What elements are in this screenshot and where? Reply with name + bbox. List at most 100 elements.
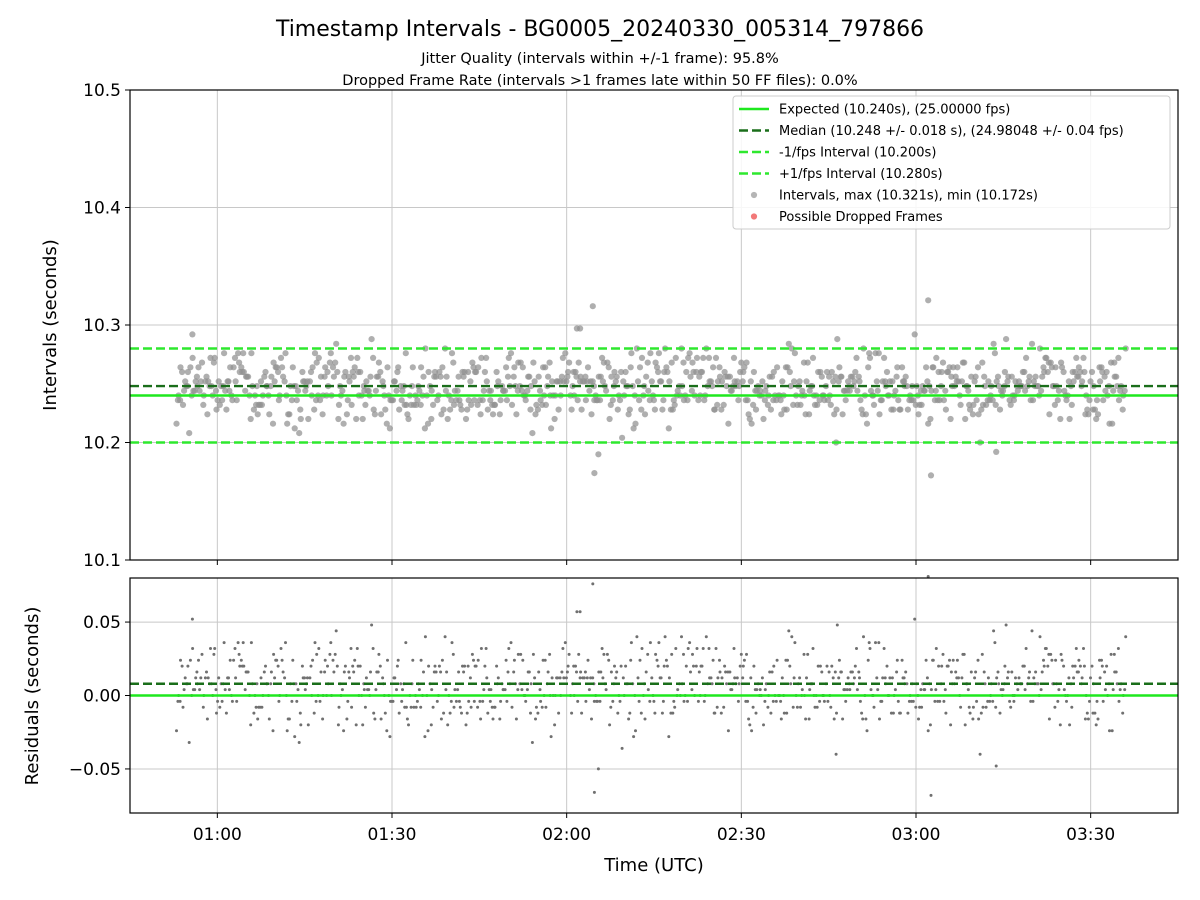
residual-point bbox=[1049, 652, 1053, 656]
interval-point bbox=[1055, 387, 1062, 394]
interval-point bbox=[273, 364, 280, 371]
interval-point bbox=[578, 406, 585, 413]
interval-point bbox=[568, 406, 575, 413]
residual-point bbox=[920, 705, 924, 709]
interval-point bbox=[927, 472, 935, 479]
residual-point bbox=[367, 688, 371, 692]
residual-point bbox=[393, 676, 397, 680]
interval-point bbox=[770, 368, 777, 376]
residual-point bbox=[1073, 664, 1077, 668]
residual-point bbox=[1115, 682, 1119, 686]
residual-point bbox=[835, 711, 838, 715]
residual-point bbox=[994, 705, 998, 709]
interval-point bbox=[1057, 415, 1064, 423]
interval-point bbox=[493, 368, 500, 376]
residual-point bbox=[917, 717, 920, 721]
residual-point bbox=[1094, 723, 1098, 727]
residual-point bbox=[271, 729, 275, 733]
interval-point bbox=[564, 373, 571, 380]
interval-point bbox=[785, 340, 792, 347]
residual-point bbox=[391, 699, 395, 703]
residual-point bbox=[381, 676, 385, 680]
y-tick-label: 0.00 bbox=[83, 687, 121, 707]
residual-point bbox=[857, 670, 861, 674]
interval-point bbox=[469, 359, 476, 366]
interval-point bbox=[674, 387, 681, 394]
residual-point bbox=[774, 699, 778, 703]
interval-point bbox=[875, 350, 882, 357]
interval-point bbox=[862, 411, 870, 418]
residual-point bbox=[376, 670, 380, 674]
residual-point bbox=[858, 699, 862, 703]
residual-point bbox=[445, 670, 449, 674]
residual-point bbox=[799, 705, 802, 709]
interval-point bbox=[930, 364, 937, 371]
residual-point bbox=[340, 688, 344, 692]
residual-point bbox=[695, 647, 699, 650]
residual-point bbox=[306, 723, 310, 727]
interval-point bbox=[496, 411, 503, 418]
residual-point bbox=[294, 682, 298, 686]
legend-label: Possible Dropped Frames bbox=[779, 210, 943, 225]
interval-point bbox=[945, 368, 952, 376]
interval-point bbox=[1080, 354, 1087, 361]
interval-point bbox=[705, 354, 713, 361]
interval-point bbox=[551, 415, 558, 423]
residual-point bbox=[317, 647, 321, 650]
interval-point bbox=[196, 387, 203, 394]
residual-point bbox=[686, 699, 689, 703]
residual-point bbox=[807, 717, 811, 721]
residual-point bbox=[342, 729, 346, 733]
residual-point bbox=[199, 676, 203, 680]
residual-point bbox=[315, 652, 319, 656]
interval-point bbox=[299, 368, 306, 376]
interval-point bbox=[619, 434, 626, 441]
interval-point bbox=[1081, 368, 1088, 376]
residual-point bbox=[880, 699, 884, 703]
interval-point bbox=[448, 350, 456, 357]
residual-point bbox=[220, 699, 224, 703]
interval-point bbox=[734, 378, 741, 385]
residual-point bbox=[1062, 688, 1066, 692]
residual-point bbox=[464, 723, 468, 727]
interval-point bbox=[671, 401, 678, 408]
residual-point bbox=[388, 735, 392, 739]
residual-point bbox=[326, 664, 329, 668]
interval-point bbox=[867, 387, 875, 394]
interval-point bbox=[524, 387, 531, 394]
residual-point bbox=[232, 658, 236, 662]
residual-point bbox=[362, 688, 366, 692]
interval-point bbox=[534, 406, 542, 413]
residual-point bbox=[746, 699, 750, 703]
interval-point bbox=[340, 420, 347, 427]
interval-point bbox=[688, 387, 696, 394]
interval-point bbox=[1086, 397, 1093, 404]
residual-point bbox=[635, 635, 639, 639]
residual-point bbox=[919, 688, 923, 692]
interval-point bbox=[856, 378, 863, 385]
interval-point bbox=[236, 359, 243, 366]
interval-point bbox=[838, 373, 845, 380]
interval-point bbox=[575, 359, 582, 366]
residual-point bbox=[804, 717, 808, 721]
residual-point bbox=[798, 676, 802, 680]
interval-point bbox=[741, 364, 748, 371]
residual-point bbox=[653, 711, 657, 715]
interval-point bbox=[262, 368, 269, 376]
interval-point bbox=[282, 350, 289, 357]
interval-point bbox=[1039, 373, 1046, 380]
residual-point bbox=[913, 617, 917, 621]
interval-point bbox=[1052, 364, 1059, 371]
interval-point bbox=[532, 411, 539, 418]
interval-point bbox=[286, 411, 293, 418]
interval-point bbox=[842, 397, 849, 404]
residual-point bbox=[558, 676, 562, 680]
interval-point bbox=[503, 397, 510, 404]
interval-point bbox=[698, 368, 706, 376]
residual-point bbox=[574, 664, 577, 668]
interval-point bbox=[923, 364, 930, 371]
interval-point bbox=[232, 378, 239, 385]
residual-point bbox=[243, 688, 247, 692]
interval-point bbox=[918, 401, 925, 408]
residual-point bbox=[839, 670, 843, 674]
